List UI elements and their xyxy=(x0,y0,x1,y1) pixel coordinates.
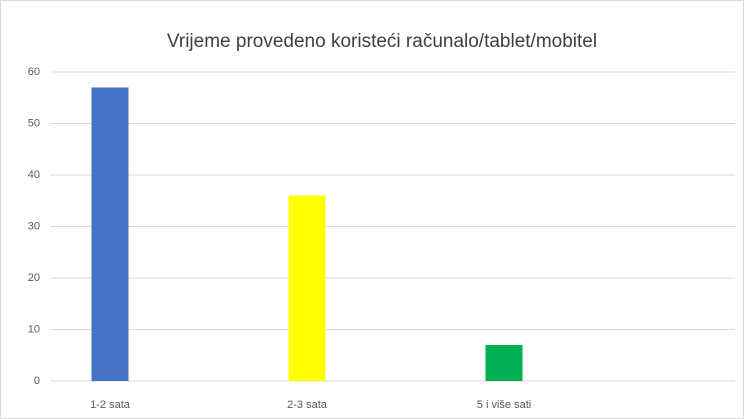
y-tick-label: 60 xyxy=(28,66,40,78)
bar xyxy=(288,195,326,381)
y-tick-label: 20 xyxy=(28,272,40,284)
y-tick-label: 0 xyxy=(34,375,40,387)
x-tick-label: 5 i više sati xyxy=(477,399,531,411)
y-tick-label: 10 xyxy=(28,323,40,335)
x-tick-label: 2-3 sata xyxy=(287,399,328,411)
bar xyxy=(485,344,523,381)
bar xyxy=(91,87,129,381)
chart-title: Vrijeme provedeno koristeći računalo/tab… xyxy=(167,31,597,52)
y-tick-label: 40 xyxy=(28,169,40,181)
x-tick-label: 1-2 sata xyxy=(90,399,131,411)
y-tick-label: 30 xyxy=(28,220,40,232)
y-tick-label: 50 xyxy=(28,117,40,129)
